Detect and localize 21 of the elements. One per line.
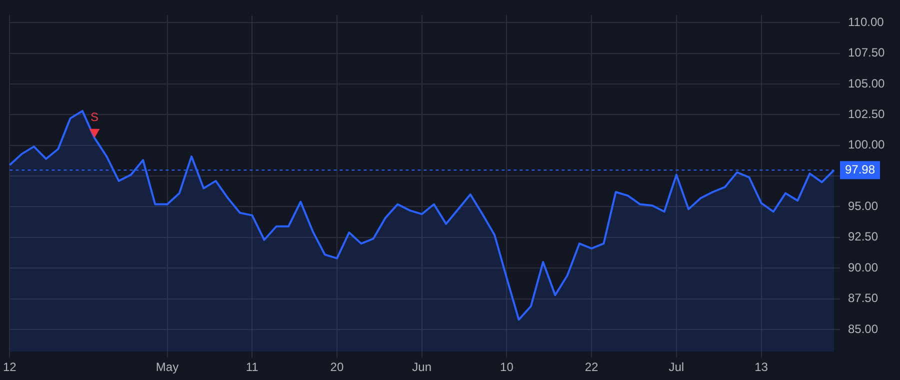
x-tick-label: 13 xyxy=(754,360,768,374)
y-tick-label: 90.00 xyxy=(848,260,878,274)
y-tick-label: 110.00 xyxy=(848,14,884,29)
x-tick-label: 12 xyxy=(2,360,17,374)
x-tick-label: 22 xyxy=(584,360,599,374)
x-tick-label: 20 xyxy=(330,360,344,374)
y-tick-label: 107.50 xyxy=(848,46,886,60)
y-tick-label: 100.00 xyxy=(848,138,886,152)
y-tick-label: 102.50 xyxy=(848,106,886,121)
y-tick-label: 95.00 xyxy=(848,199,878,214)
y-tick-label: 92.50 xyxy=(848,230,878,244)
x-tick-label: Jun xyxy=(412,360,432,374)
y-tick-label: 87.50 xyxy=(848,291,878,306)
ref-line-label: 97.98 xyxy=(845,162,876,176)
x-tick-label: 11 xyxy=(246,360,259,374)
x-tick-label: Jul xyxy=(668,360,684,374)
y-tick-label: 105.00 xyxy=(848,76,886,90)
x-tick-label: May xyxy=(156,360,179,374)
y-tick-label: 85.00 xyxy=(848,322,878,336)
x-tick-label: 10 xyxy=(500,360,514,374)
annotation: S xyxy=(90,110,99,124)
